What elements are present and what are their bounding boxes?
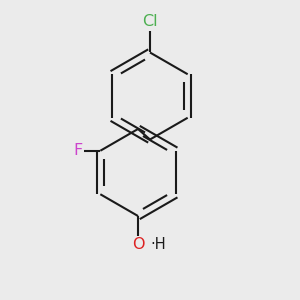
Text: ·H: ·H (151, 237, 166, 252)
Text: F: F (73, 143, 82, 158)
Text: O: O (132, 237, 144, 252)
Text: Cl: Cl (142, 14, 158, 29)
